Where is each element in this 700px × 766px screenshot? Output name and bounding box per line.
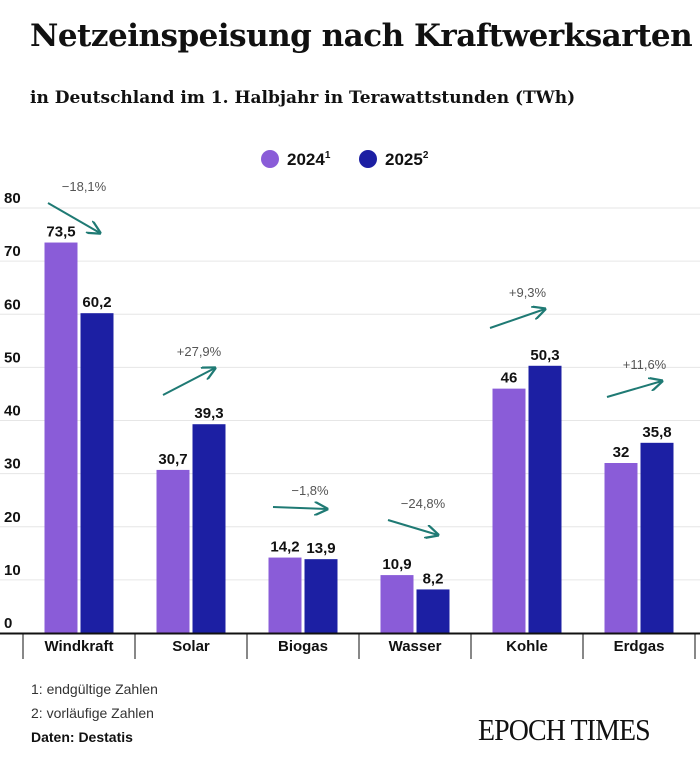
- change-arrow-icon: [162, 368, 215, 396]
- y-tick-label: 0: [4, 615, 12, 632]
- legend-swatch-2024: [261, 150, 279, 168]
- source-note: Daten: Destatis: [31, 729, 133, 745]
- data-label: 35,8: [642, 424, 671, 441]
- bar-Solar-2025: [192, 424, 226, 633]
- y-tick-label: 20: [4, 509, 21, 526]
- change-label: +9,3%: [509, 285, 547, 300]
- bar-Wasser-2025: [416, 589, 450, 633]
- change-label: +27,9%: [177, 344, 222, 359]
- bar-chart: 0 10 20 30 40 50 60 70 80 20241 20252 73,5 60,2 −18,1…: [0, 150, 700, 659]
- bar-Windkraft-2024: [44, 242, 78, 633]
- bar-Windkraft-2025: [80, 313, 114, 633]
- change-label: −18,1%: [62, 179, 107, 194]
- chart-title: Netzeinspeisung nach Kraftwerksarten: [30, 18, 693, 54]
- x-tick-label: Wasser: [389, 638, 442, 655]
- y-tick-label: 40: [4, 403, 21, 420]
- epoch-times-logo: EPOCH TIMES: [478, 712, 651, 747]
- change-arrow-icon: [606, 381, 662, 398]
- bar-Erdgas-2025: [640, 442, 674, 633]
- bar-Wasser-2024: [380, 575, 414, 633]
- change-arrow-icon: [272, 507, 327, 509]
- data-label: 39,3: [194, 405, 223, 422]
- change-arrow-icon: [47, 202, 100, 233]
- change-arrow-icon: [387, 519, 438, 535]
- y-tick-label: 70: [4, 243, 21, 260]
- legend-label-2025: 20252: [385, 150, 429, 169]
- bar-Biogas-2025: [304, 559, 338, 633]
- bar-Erdgas-2024: [604, 463, 638, 633]
- change-label: +11,6%: [623, 357, 667, 372]
- footnote-1: 1: endgültige Zahlen: [31, 681, 158, 697]
- data-label: 60,2: [82, 294, 111, 311]
- legend-swatch-2025: [359, 150, 377, 168]
- bar-Kohle-2024: [492, 388, 526, 633]
- data-label: 13,9: [306, 540, 335, 557]
- x-tick-label: Solar: [172, 638, 210, 655]
- y-tick-label: 80: [4, 190, 21, 207]
- x-tick-label: Erdgas: [614, 638, 665, 655]
- y-tick-label: 50: [4, 349, 21, 366]
- data-label: 73,5: [46, 224, 75, 241]
- bar-Kohle-2025: [528, 365, 562, 633]
- y-tick-label: 60: [4, 296, 21, 313]
- footnote-2: 2: vorläufige Zahlen: [31, 705, 154, 721]
- change-label: −1,8%: [291, 483, 329, 498]
- data-label: 32: [613, 444, 630, 461]
- change-label: −24,8%: [401, 496, 446, 511]
- change-arrow-icon: [489, 309, 545, 329]
- data-label: 50,3: [530, 347, 559, 364]
- data-label: 8,2: [423, 570, 444, 587]
- legend-label-2024: 20241: [287, 150, 331, 169]
- chart-subtitle: in Deutschland im 1. Halbjahr in Terawat…: [30, 88, 576, 108]
- data-label: 14,2: [270, 539, 299, 556]
- x-tick-label: Windkraft: [44, 638, 113, 655]
- y-tick-label: 30: [4, 456, 21, 473]
- x-tick-label: Kohle: [506, 638, 548, 655]
- bar-Solar-2024: [156, 469, 190, 633]
- data-label: 10,9: [382, 556, 411, 573]
- x-tick-label: Biogas: [278, 638, 328, 655]
- data-label: 46: [501, 370, 518, 387]
- y-tick-label: 10: [4, 562, 21, 579]
- data-label: 30,7: [158, 451, 187, 468]
- bar-Biogas-2024: [268, 557, 302, 633]
